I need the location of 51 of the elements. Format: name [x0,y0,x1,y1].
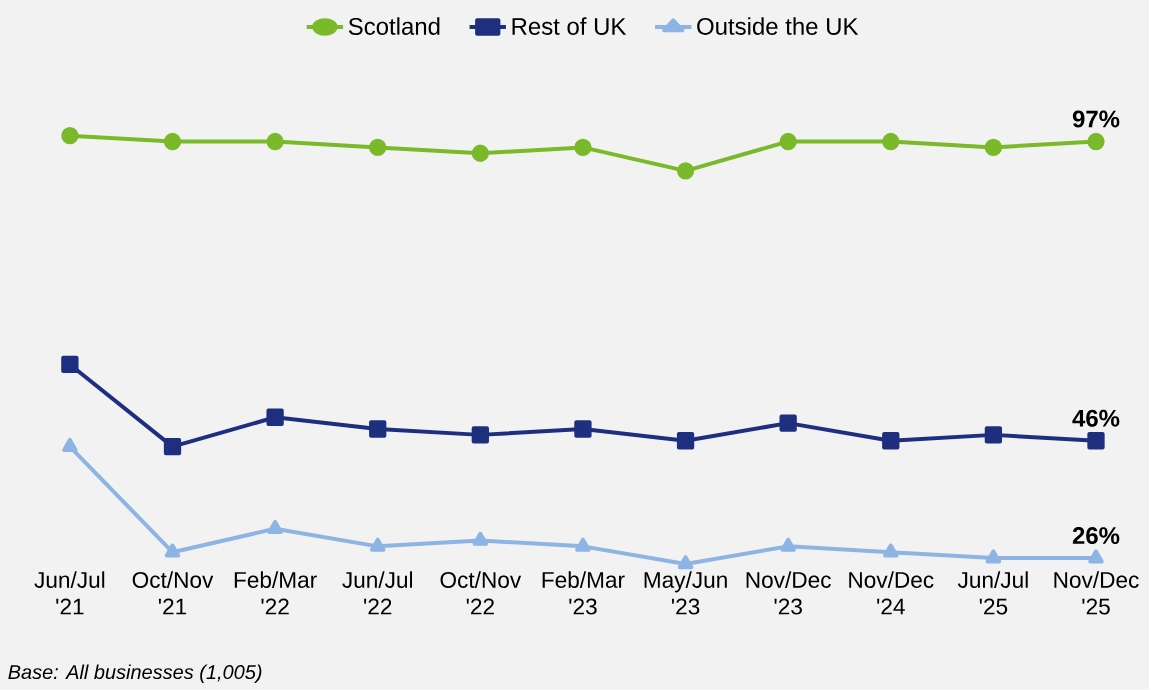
point [471,144,489,163]
point [779,414,797,432]
point [163,438,182,456]
point [1087,432,1105,450]
point [1087,133,1105,151]
data-label: 46% [1072,409,1120,427]
point [163,133,182,151]
text: Base: All businesses (1,005) [8,664,262,684]
point [984,426,1003,444]
x-tick-label: Nov/Dec '25 [1054,571,1139,615]
point [676,162,695,180]
point [369,420,387,438]
point [266,133,284,151]
point [369,138,387,157]
x-tick-label: May/Jun '23 [644,571,727,615]
point [985,549,1002,564]
legend-label: Outside the UK [697,17,859,36]
point [883,543,899,558]
point [882,432,900,450]
point [882,133,900,151]
point [575,537,591,552]
point [61,355,79,374]
data-label: 97% [1072,110,1120,128]
x-tick-label: Jun/Jul '21 [34,571,105,615]
x-tick-label: Jun/Jul '25 [957,571,1028,615]
point [369,537,386,552]
point [677,555,694,570]
point [984,138,1003,157]
legend-label: Scotland [348,17,440,36]
point [267,520,283,535]
x-tick-label: Nov/Dec '23 [746,571,831,615]
point [574,138,592,157]
x-tick-label: Feb/Mar '22 [234,571,317,615]
data-label: 26% [1072,527,1120,545]
point [62,438,78,453]
point [471,426,489,444]
x-tick-label: Oct/Nov '21 [132,571,214,615]
point [472,531,489,546]
x-tick-label: Nov/Dec '24 [849,571,934,615]
x-tick-label: Oct/Nov '22 [440,571,522,615]
point [574,420,592,438]
x-tick-label: Jun/Jul '22 [342,571,413,615]
point [61,127,79,145]
point [779,133,797,151]
point [1088,549,1104,564]
point [780,537,796,552]
legend-label: Rest of UK [512,17,627,36]
point [164,543,181,558]
point [266,408,284,427]
point [676,432,695,450]
x-tick-label: Feb/Mar '23 [542,571,625,615]
